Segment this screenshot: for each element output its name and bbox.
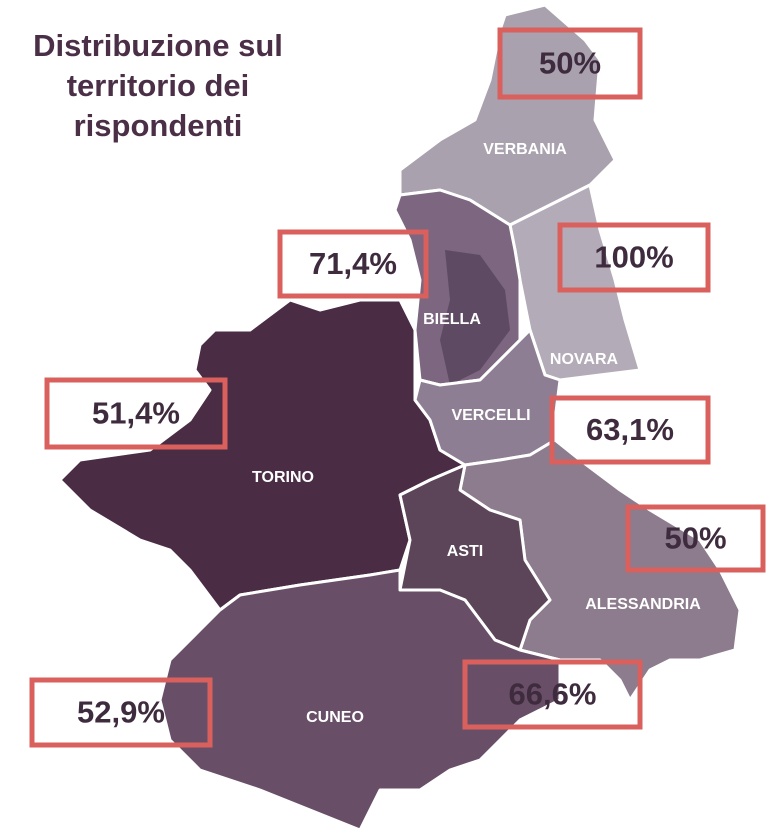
- percentage-label: 50%: [539, 46, 601, 81]
- province-name: NOVARA: [550, 351, 619, 368]
- province-name: VERCELLI: [451, 407, 530, 424]
- percentage-label: 63,1%: [586, 412, 674, 447]
- label-box: [557, 222, 711, 293]
- percentage-label: 71,4%: [309, 246, 397, 281]
- province-shape: [158, 568, 562, 832]
- province-name: VERBANIA: [483, 141, 567, 158]
- label-box: [277, 229, 429, 299]
- percentage-label: 100%: [594, 240, 673, 275]
- label-box: [497, 27, 643, 100]
- province-name: ASTI: [447, 543, 483, 560]
- percentage-label: 50%: [664, 521, 726, 556]
- province-name: BIELLA: [423, 311, 481, 328]
- province-name: CUNEO: [306, 709, 364, 726]
- label-box: [625, 504, 766, 573]
- label-box: [462, 659, 643, 730]
- percentage-label: 52,9%: [77, 695, 165, 730]
- province-shade: [440, 250, 510, 385]
- label-box: [44, 377, 228, 450]
- province-shape: [413, 328, 562, 467]
- province-shape: [508, 183, 642, 382]
- province-name: ALESSANDRIA: [585, 596, 701, 613]
- percentage-label: 51,4%: [92, 396, 180, 431]
- province-name: TORINO: [252, 469, 314, 486]
- label-box: [29, 677, 213, 748]
- map-title: Distribuzione sul territorio dei rispond…: [33, 28, 283, 143]
- label-box: [549, 395, 711, 465]
- percentage-label: 66,6%: [509, 677, 597, 712]
